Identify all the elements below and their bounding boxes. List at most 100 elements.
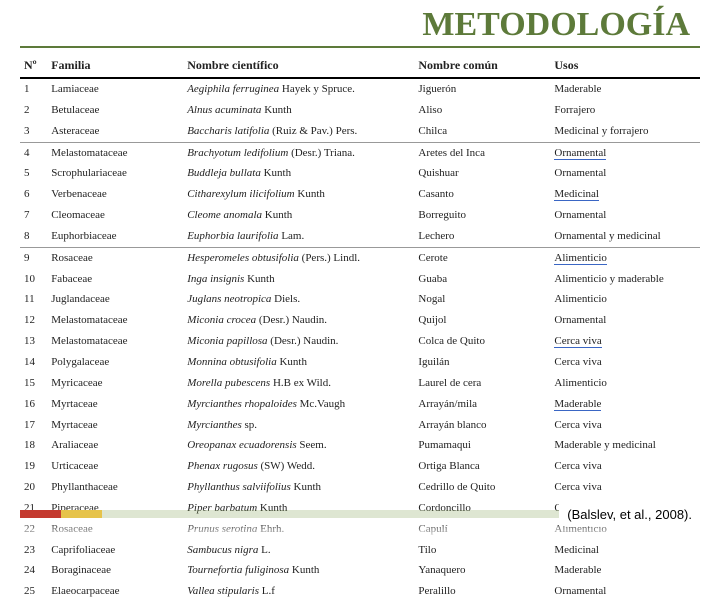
cell-n: 17 — [20, 415, 47, 436]
cell-n: 24 — [20, 560, 47, 581]
title-underline — [20, 46, 700, 48]
cell-n: 20 — [20, 477, 47, 498]
cell-n: 3 — [20, 121, 47, 142]
cell-comun: Borreguito — [414, 205, 550, 226]
cell-usos: Ornamental — [550, 310, 700, 331]
cell-n: 2 — [20, 100, 47, 121]
cell-comun: Tilo — [414, 540, 550, 561]
table-row: 3AsteraceaeBaccharis latifolia (Ruiz & P… — [20, 121, 700, 142]
col-header-usos: Usos — [550, 54, 700, 78]
table-row: 24BoraginaceaeTournefortia fuliginosa Ku… — [20, 560, 700, 581]
cell-familia: Cleomaceae — [47, 205, 183, 226]
cell-cientifico: Baccharis latifolia (Ruiz & Pav.) Pers. — [183, 121, 414, 142]
cell-comun: Colca de Quito — [414, 331, 550, 352]
cell-usos: Cerca viva — [550, 331, 700, 352]
cell-cientifico: Hesperomeles obtusifolia (Pers.) Lindl. — [183, 247, 414, 268]
cell-familia: Lamiaceae — [47, 78, 183, 100]
cell-usos: Medicinal — [550, 184, 700, 205]
cell-usos: Ornamental — [550, 581, 700, 602]
cell-comun: Quishuar — [414, 163, 550, 184]
cell-n: 7 — [20, 205, 47, 226]
cell-n: 12 — [20, 310, 47, 331]
cell-usos: Ornamental — [550, 205, 700, 226]
cell-comun: Arrayán blanco — [414, 415, 550, 436]
col-header-comun: Nombre común — [414, 54, 550, 78]
cell-comun: Lechero — [414, 226, 550, 247]
cell-usos: Medicinal — [550, 540, 700, 561]
cell-comun: Cerote — [414, 247, 550, 268]
cell-n: 8 — [20, 226, 47, 247]
cell-cientifico: Oreopanax ecuadorensis Seem. — [183, 435, 414, 456]
cell-familia: Elaeocarpaceae — [47, 581, 183, 602]
cell-familia: Myricaceae — [47, 373, 183, 394]
table-row: 6VerbenaceaeCitharexylum ilicifolium Kun… — [20, 184, 700, 205]
cell-cientifico: Juglans neotropica Diels. — [183, 289, 414, 310]
cell-usos: Cerca viva — [550, 477, 700, 498]
cell-familia: Fabaceae — [47, 269, 183, 290]
cell-usos: Alimenticio — [550, 247, 700, 268]
table-row: 7CleomaceaeCleome anomala KunthBorreguit… — [20, 205, 700, 226]
table-row: 17MyrtaceaeMyrcianthes sp.Arrayán blanco… — [20, 415, 700, 436]
cell-n: 19 — [20, 456, 47, 477]
table-row: 5ScrophulariaceaeBuddleja bullata KunthQ… — [20, 163, 700, 184]
cell-familia: Juglandaceae — [47, 289, 183, 310]
col-header-cientifico: Nombre científico — [183, 54, 414, 78]
cell-usos: Forrajero — [550, 100, 700, 121]
cell-comun: Quijol — [414, 310, 550, 331]
cell-comun: Casanto — [414, 184, 550, 205]
cell-n: 9 — [20, 247, 47, 268]
cell-cientifico: Myrcianthes sp. — [183, 415, 414, 436]
cell-familia: Urticaceae — [47, 456, 183, 477]
cell-usos: Maderable — [550, 78, 700, 100]
cell-n: 15 — [20, 373, 47, 394]
cell-cientifico: Euphorbia laurifolia Lam. — [183, 226, 414, 247]
cell-usos: Maderable — [550, 560, 700, 581]
table-row: 1LamiaceaeAegiphila ferruginea Hayek y S… — [20, 78, 700, 100]
cell-familia: Euphorbiaceae — [47, 226, 183, 247]
cell-cientifico: Tournefortia fuliginosa Kunth — [183, 560, 414, 581]
cell-comun: Nogal — [414, 289, 550, 310]
cell-familia: Betulaceae — [47, 100, 183, 121]
cell-familia: Myrtaceae — [47, 394, 183, 415]
cell-familia: Verbenaceae — [47, 184, 183, 205]
cell-cientifico: Miconia crocea (Desr.) Naudin. — [183, 310, 414, 331]
cell-cientifico: Vallea stipularis L.f — [183, 581, 414, 602]
cell-usos: Cerca viva — [550, 456, 700, 477]
table-row: 12MelastomataceaeMiconia crocea (Desr.) … — [20, 310, 700, 331]
cell-usos: Cerca viva — [550, 352, 700, 373]
cell-n: 13 — [20, 331, 47, 352]
cell-cientifico: Miconia papillosa (Desr.) Naudin. — [183, 331, 414, 352]
cell-usos: Ornamental — [550, 142, 700, 163]
cell-comun: Guaba — [414, 269, 550, 290]
cell-comun: Jiguerón — [414, 78, 550, 100]
cell-comun: Aretes del Inca — [414, 142, 550, 163]
cell-cientifico: Citharexylum ilicifolium Kunth — [183, 184, 414, 205]
cell-n: 1 — [20, 78, 47, 100]
accent-red — [20, 510, 61, 518]
cell-cientifico: Monnina obtusifolia Kunth — [183, 352, 414, 373]
cell-comun: Iguilán — [414, 352, 550, 373]
col-header-n: Nº — [20, 54, 47, 78]
table-row: 13MelastomataceaeMiconia papillosa (Desr… — [20, 331, 700, 352]
cell-n: 10 — [20, 269, 47, 290]
cell-familia: Polygalaceae — [47, 352, 183, 373]
cell-comun: Arrayán/mila — [414, 394, 550, 415]
cell-usos: Alimenticio — [550, 289, 700, 310]
table-header-row: Nº Familia Nombre científico Nombre comú… — [20, 54, 700, 78]
table-row: 14PolygalaceaeMonnina obtusifolia KunthI… — [20, 352, 700, 373]
cell-cientifico: Morella pubescens H.B ex Wild. — [183, 373, 414, 394]
table-row: 15MyricaceaeMorella pubescens H.B ex Wil… — [20, 373, 700, 394]
cell-usos: Maderable — [550, 394, 700, 415]
col-header-familia: Familia — [47, 54, 183, 78]
cell-familia: Rosaceae — [47, 247, 183, 268]
page-title: METODOLOGÍA — [0, 0, 720, 46]
cell-usos: Ornamental y medicinal — [550, 226, 700, 247]
cell-familia: Melastomataceae — [47, 142, 183, 163]
table-row: 18AraliaceaeOreopanax ecuadorensis Seem.… — [20, 435, 700, 456]
cell-comun: Laurel de cera — [414, 373, 550, 394]
table-row: 19UrticaceaePhenax rugosus (SW) Wedd.Ort… — [20, 456, 700, 477]
cell-n: 25 — [20, 581, 47, 602]
accent-yellow — [61, 510, 102, 518]
cell-familia: Boraginaceae — [47, 560, 183, 581]
table-row: 16MyrtaceaeMyrcianthes rhopaloides Mc.Va… — [20, 394, 700, 415]
